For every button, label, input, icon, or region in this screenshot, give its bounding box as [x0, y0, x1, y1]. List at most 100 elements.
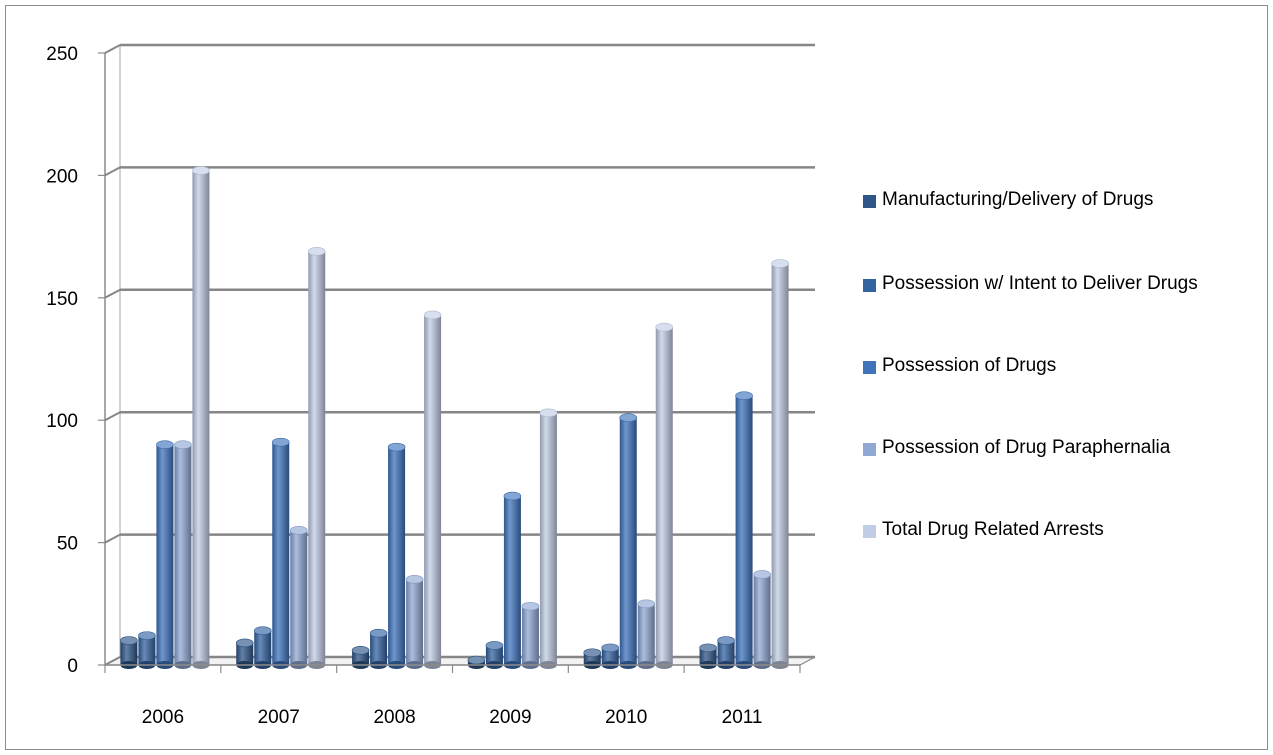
bar — [351, 646, 370, 669]
bar — [735, 391, 753, 669]
bar-body — [192, 170, 210, 665]
bar — [138, 631, 156, 669]
bar-top — [583, 648, 602, 658]
bar-top — [655, 322, 674, 332]
gridlines — [98, 43, 815, 666]
legend-item-paraphernalia: Possession of Drug Paraphernalia — [863, 437, 1170, 462]
bar-body — [735, 395, 753, 665]
bar-top — [120, 636, 138, 645]
legend-item-total: Total Drug Related Arrests — [863, 519, 1104, 544]
bar-top — [619, 413, 638, 423]
bar-top — [289, 526, 308, 535]
bar — [485, 641, 504, 669]
bar — [503, 491, 522, 669]
gridline-side — [104, 533, 121, 544]
bar-body — [503, 496, 521, 665]
bar-body — [290, 530, 308, 665]
bar — [120, 636, 138, 669]
x-tick-label: 2010 — [605, 707, 647, 728]
bar-top — [717, 636, 735, 645]
bar-top — [467, 655, 486, 665]
bar — [271, 437, 290, 669]
bar-body — [254, 630, 272, 665]
bar — [253, 626, 272, 669]
bars — [120, 166, 789, 669]
bar — [192, 166, 210, 669]
bar-body — [174, 444, 192, 665]
bar — [699, 643, 717, 669]
bar — [423, 310, 442, 669]
y-tick-label: 200 — [46, 166, 78, 187]
bar — [174, 440, 192, 669]
bar-body — [637, 603, 655, 665]
legend-label: Total Drug Related Arrests — [882, 519, 1104, 540]
bar-top — [503, 491, 522, 501]
bar — [156, 440, 174, 669]
bar — [753, 570, 771, 669]
legend-swatch — [863, 361, 876, 374]
bar-top — [387, 442, 406, 452]
bar-top — [307, 246, 326, 256]
legend-item-possession-intent: Possession w/ Intent to Deliver Drugs — [863, 273, 1252, 298]
bar-top — [637, 599, 656, 609]
bar-body — [272, 442, 290, 665]
bar-body — [370, 633, 388, 665]
bar-body — [236, 642, 254, 665]
bar-body — [601, 647, 619, 665]
bar-top — [351, 646, 370, 655]
axis-labels: 0 50 100 150 200 250 2006 2007 2008 2009 2010 2011 — [46, 44, 801, 728]
bar-top — [753, 570, 771, 579]
bar-top — [369, 628, 388, 638]
bar-body — [120, 640, 138, 665]
bar-body — [771, 263, 789, 665]
bar — [637, 599, 656, 669]
y-tick-label: 100 — [46, 411, 78, 432]
bar — [369, 628, 388, 669]
x-tick-label: 2008 — [373, 707, 415, 728]
bar-top — [235, 638, 254, 648]
bar-body — [655, 327, 673, 665]
bar-top — [156, 440, 174, 449]
bar-body — [699, 647, 717, 665]
bar — [619, 413, 638, 669]
bar-body — [753, 574, 771, 665]
bar-top — [771, 259, 789, 268]
bar-top — [405, 575, 424, 584]
bar — [601, 643, 620, 669]
bar — [235, 638, 254, 669]
legend-swatch — [863, 279, 876, 292]
x-tick-label: 2006 — [142, 707, 184, 728]
bar — [583, 648, 602, 669]
bar — [307, 246, 326, 669]
bar — [289, 526, 308, 669]
legend-item-manufacturing-delivery: Manufacturing/Delivery of Drugs — [863, 189, 1153, 214]
y-tick-label: 250 — [46, 44, 78, 65]
bar — [717, 636, 735, 669]
bar-body — [138, 635, 156, 665]
chart-walls — [104, 44, 816, 666]
bar-body — [619, 417, 637, 665]
x-tick-label: 2011 — [722, 707, 763, 728]
gridline-side — [104, 44, 121, 54]
y-tick-label: 50 — [57, 534, 78, 555]
legend-label: Manufacturing/Delivery of Drugs — [882, 189, 1154, 210]
bar-body — [539, 412, 557, 665]
bar-body — [717, 640, 735, 665]
gridline-side — [104, 411, 121, 422]
bar-body — [424, 314, 442, 665]
bar-body — [156, 444, 174, 665]
bar-top — [539, 408, 558, 418]
bar-top — [601, 643, 620, 653]
x-tick-label: 2009 — [489, 707, 531, 728]
gridline-side — [104, 288, 121, 299]
bar-top — [174, 440, 192, 449]
bar-top — [192, 166, 210, 175]
bar — [405, 575, 424, 669]
bar-top — [138, 631, 156, 640]
legend-label: Possession w/ Intent to Deliver Drugs — [882, 273, 1198, 294]
bar-body — [521, 606, 539, 665]
gridline-side — [104, 656, 121, 666]
bar-body — [485, 645, 503, 665]
bar-top — [423, 310, 442, 320]
bar — [771, 259, 789, 669]
